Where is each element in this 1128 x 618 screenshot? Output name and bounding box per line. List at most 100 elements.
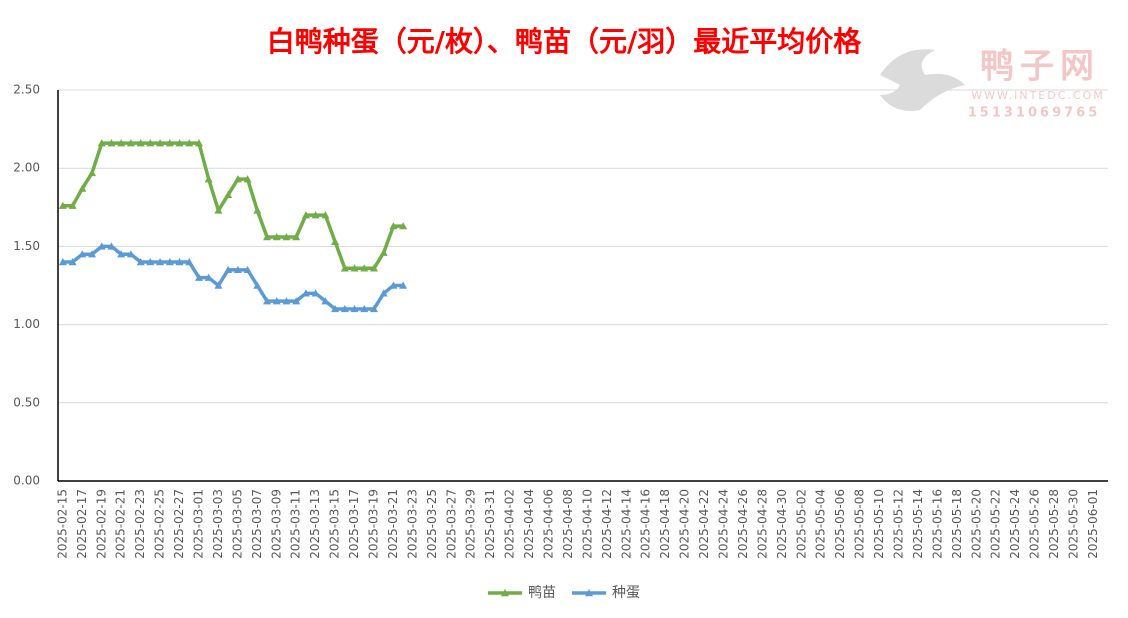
marker (292, 297, 301, 305)
x-tick-label: 2025-05-24 (1008, 489, 1022, 559)
marker (301, 289, 310, 297)
marker (360, 304, 369, 313)
x-tick-label: 2025-02-23 (133, 489, 147, 559)
x-tick-label: 2025-04-30 (775, 489, 789, 559)
marker (107, 139, 116, 147)
marker (204, 175, 213, 183)
x-tick-label: 2025-03-05 (230, 489, 244, 559)
marker (360, 264, 369, 272)
marker (194, 139, 203, 147)
marker (389, 281, 398, 289)
y-tick-label: 1.00 (13, 317, 40, 331)
marker (107, 242, 116, 250)
x-tick-label: 2025-05-20 (969, 489, 983, 559)
x-tick-label: 2025-06-01 (1086, 489, 1100, 559)
marker (78, 184, 87, 192)
marker (321, 211, 330, 219)
marker (321, 297, 330, 305)
marker (224, 265, 233, 274)
x-tick-label: 2025-03-19 (366, 489, 380, 559)
marker (117, 139, 126, 147)
marker (282, 297, 291, 305)
x-tick-label: 2025-03-25 (425, 489, 439, 559)
x-tick-label: 2025-03-09 (269, 489, 283, 559)
marker (301, 211, 310, 219)
marker (88, 250, 97, 258)
marker (369, 264, 378, 272)
marker (146, 139, 155, 147)
marker (253, 206, 262, 214)
marker (243, 175, 252, 183)
x-tick-label: 2025-03-03 (211, 489, 225, 559)
marker (156, 258, 165, 266)
x-tick-label: 2025-05-14 (911, 489, 925, 559)
marker (214, 206, 223, 214)
marker (379, 248, 388, 256)
marker (156, 139, 165, 147)
marker (272, 297, 281, 305)
watermark: 鸭子网 WWW.INTEDC.COM 15131069765 (880, 47, 1104, 121)
marker (68, 258, 77, 266)
legend-marker (585, 589, 593, 597)
legend-label: 鸭苗 (528, 585, 556, 601)
chart-title: 白鸭种蛋（元/枚）、鸭苗（元/羽）最近平均价格 (267, 25, 862, 58)
marker (399, 281, 408, 289)
marker (311, 289, 320, 297)
x-tick-label: 2025-04-02 (503, 489, 517, 559)
marker (165, 139, 174, 147)
x-tick-label: 2025-04-18 (658, 489, 672, 559)
marker (175, 139, 184, 147)
marker (224, 190, 233, 198)
marker (350, 264, 359, 272)
x-tick-label: 2025-02-25 (153, 489, 167, 559)
x-tick-label: 2025-02-21 (114, 489, 128, 559)
x-tick-label: 2025-03-01 (191, 489, 205, 559)
x-tick-label: 2025-05-30 (1066, 489, 1080, 559)
marker (340, 304, 349, 313)
marker (263, 297, 272, 305)
marker (165, 258, 174, 266)
marker (175, 258, 184, 266)
x-tick-label: 2025-03-29 (464, 489, 478, 559)
marker (78, 250, 87, 258)
marker (185, 139, 194, 147)
x-tick-label: 2025-03-17 (347, 489, 361, 559)
x-tick-label: 2025-04-14 (619, 489, 633, 559)
x-tick-label: 2025-05-26 (1028, 489, 1042, 559)
marker (146, 258, 155, 266)
marker (58, 258, 67, 266)
legend-marker (501, 589, 509, 597)
x-tick-label: 2025-05-10 (872, 489, 886, 559)
watermark-url: WWW.INTEDC.COM (971, 89, 1104, 102)
marker (136, 258, 145, 266)
marker (340, 264, 349, 272)
marker (97, 139, 106, 147)
marker (311, 211, 320, 219)
watermark-brand: 鸭子网 (980, 47, 1100, 87)
marker (185, 258, 194, 266)
x-tick-label: 2025-04-22 (697, 489, 711, 559)
y-tick-label: 1.50 (13, 239, 40, 253)
x-tick-label: 2025-05-06 (833, 489, 847, 559)
marker (331, 237, 340, 245)
y-tick-label: 2.00 (13, 161, 40, 175)
marker (282, 233, 291, 241)
marker (369, 304, 378, 313)
marker (272, 233, 281, 241)
x-tick-label: 2025-05-18 (950, 489, 964, 559)
x-tick-label: 2025-04-20 (678, 489, 692, 559)
marker (253, 281, 262, 289)
x-tick-label: 2025-03-13 (308, 489, 322, 559)
marker (136, 139, 145, 147)
x-tick-label: 2025-03-07 (250, 489, 264, 559)
x-tick-label: 2025-04-04 (522, 489, 536, 559)
x-tick-label: 2025-03-15 (328, 489, 342, 559)
x-tick-label: 2025-04-26 (736, 489, 750, 559)
marker (331, 304, 340, 313)
x-tick-label: 2025-05-04 (814, 489, 828, 559)
marker (58, 201, 67, 209)
marker (243, 265, 252, 274)
y-tick-label: 0.00 (13, 474, 40, 488)
